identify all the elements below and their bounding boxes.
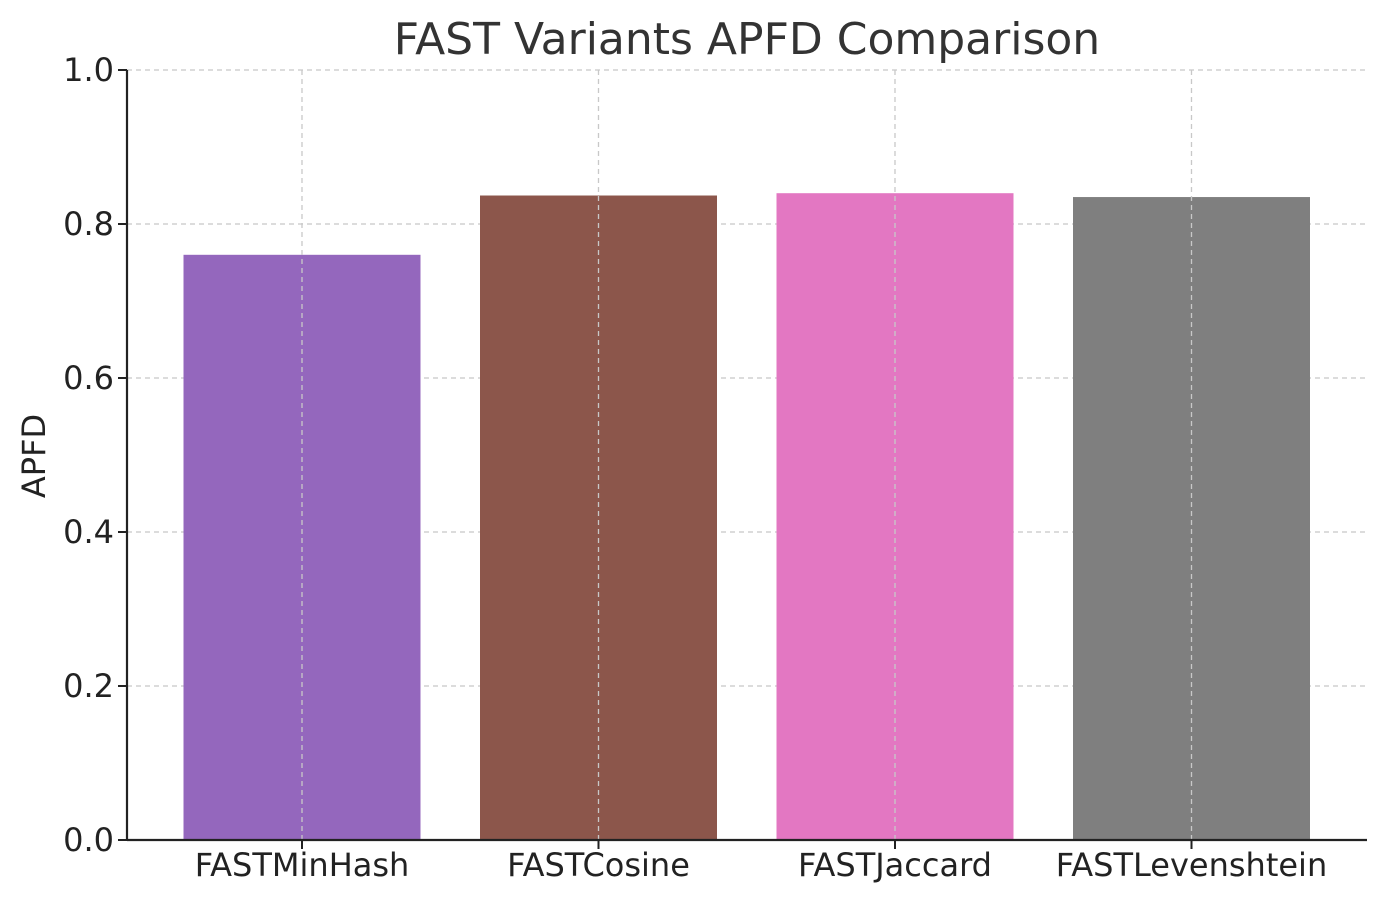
x-tick-label: FASTJaccard bbox=[798, 846, 992, 884]
x-tick-label: FASTLevenshtein bbox=[1056, 846, 1327, 884]
axes bbox=[125, 70, 1367, 842]
bars bbox=[183, 70, 1310, 841]
x-tick-label: FASTMinHash bbox=[195, 846, 410, 884]
bar-fastlevenshtein bbox=[1073, 197, 1310, 841]
y-tick-label: 0.2 bbox=[63, 667, 114, 705]
y-tick-label: 0.4 bbox=[63, 513, 114, 551]
x-tick-label: FASTCosine bbox=[507, 846, 690, 884]
y-axis-label: APFD bbox=[15, 414, 53, 498]
bar-fastcosine bbox=[480, 195, 717, 840]
bar-fastjaccard bbox=[776, 193, 1014, 840]
y-tick-label: 0.0 bbox=[63, 821, 114, 859]
y-tick-label: 1.0 bbox=[63, 51, 114, 89]
chart-title: FAST Variants APFD Comparison bbox=[394, 14, 1100, 65]
y-tick-label: 0.8 bbox=[63, 205, 114, 243]
ticks: 0.0 0.2 0.4 0.6 0.8 1.0 FASTMinHash FASTCosine F… bbox=[63, 51, 1327, 884]
y-tick-label: 0.6 bbox=[63, 359, 114, 397]
